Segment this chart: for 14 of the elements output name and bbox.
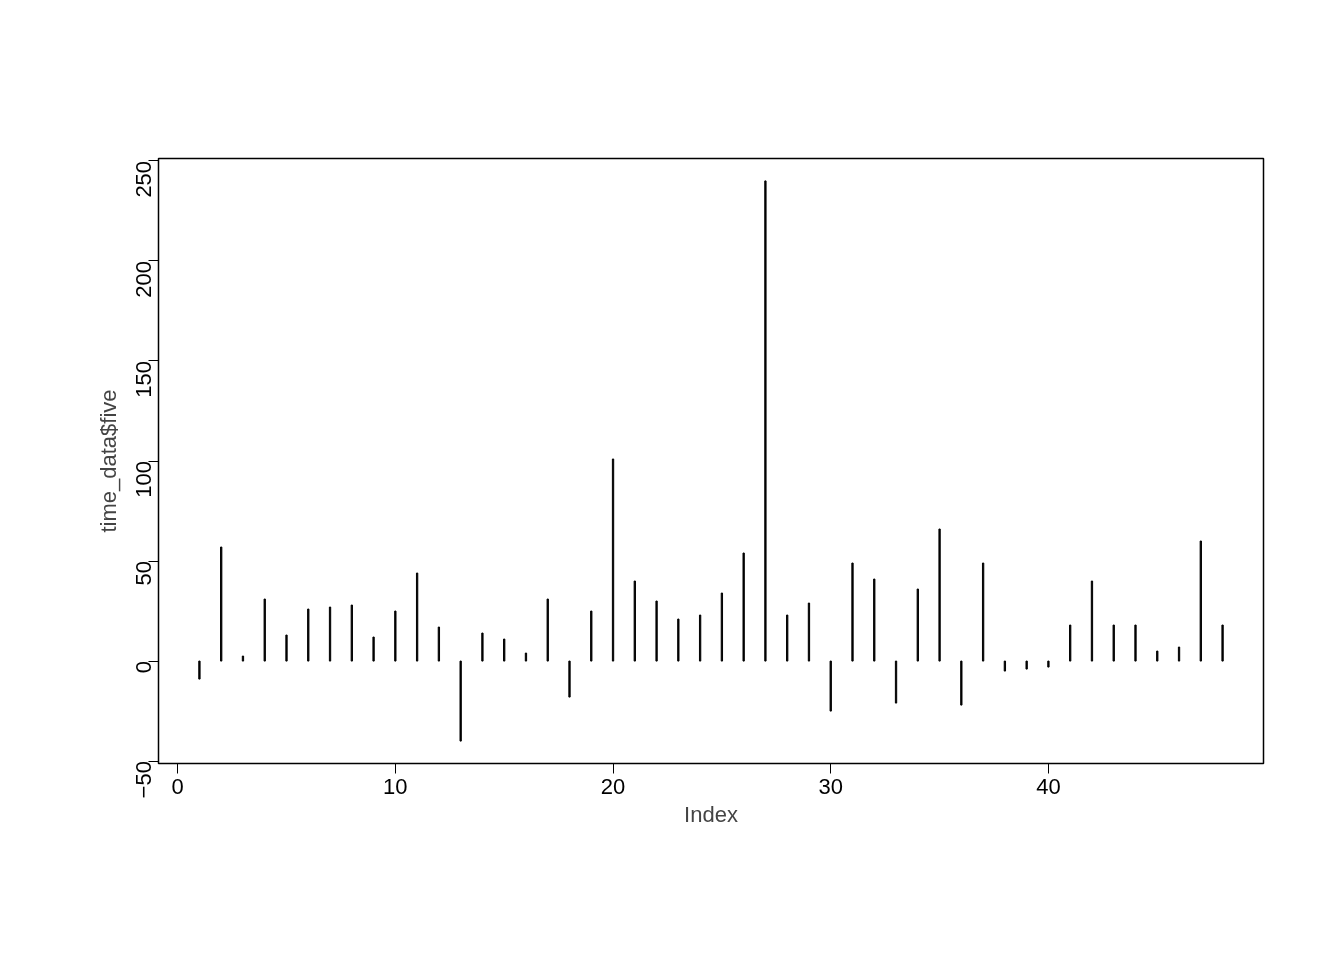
x-tick-label: 40 — [1036, 773, 1061, 799]
y-tick-label: 200 — [131, 260, 156, 298]
y-tick-label: 100 — [131, 460, 156, 498]
x-tick-label: 10 — [383, 773, 408, 799]
y-tick-label: 0 — [131, 661, 156, 674]
x-tick-label: 30 — [818, 773, 843, 799]
y-axis-title: time_data$five — [95, 389, 121, 533]
x-tick-label: 0 — [171, 773, 184, 799]
y-tick-label: 250 — [131, 160, 156, 198]
x-tick-label: 20 — [600, 773, 626, 799]
y-tick-label: −50 — [131, 761, 156, 799]
y-tick-label: 150 — [131, 360, 156, 398]
x-axis-title: Index — [684, 801, 738, 827]
y-tick-label: 50 — [131, 561, 156, 586]
